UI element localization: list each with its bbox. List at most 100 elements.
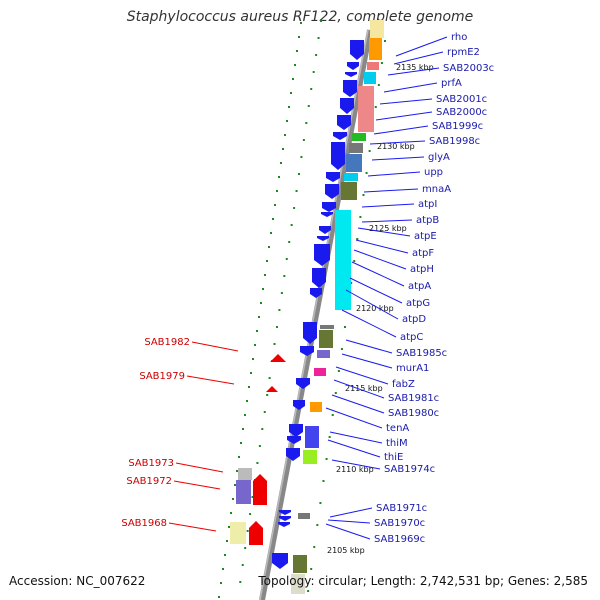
cog-bar (352, 133, 366, 141)
gene-arrow (317, 236, 329, 241)
cog-bar (314, 368, 326, 376)
track-tick (353, 260, 356, 262)
cog-bar (320, 325, 334, 329)
track-tick (300, 22, 302, 24)
gene-arrow (272, 553, 288, 569)
label-leader-line (327, 439, 381, 458)
gene-label-atpb: atpB (416, 215, 439, 226)
track-tick (258, 445, 261, 447)
scale-label: 2130 kbp (377, 142, 415, 151)
track-tick (266, 394, 269, 396)
label-leader-line (353, 249, 407, 270)
track-tick (234, 484, 236, 486)
gene-arrow (279, 510, 291, 515)
track-tick (302, 139, 305, 141)
track-tick (283, 275, 286, 277)
backbone-line (259, 29, 373, 600)
track-tick (280, 162, 282, 164)
track-tick (380, 62, 383, 64)
track-tick (278, 176, 280, 178)
label-leader-line (349, 277, 403, 304)
track-tick (334, 392, 337, 394)
label-leader-line (373, 125, 429, 135)
track-tick (300, 156, 303, 158)
track-tick (270, 232, 272, 234)
cog-bar (349, 143, 363, 153)
gene-label-thim: thiM (386, 438, 408, 449)
track-tick (282, 148, 284, 150)
track-tick (246, 400, 248, 402)
track-tick (256, 462, 259, 464)
gene-label-atpe: atpE (414, 231, 437, 242)
track-tick (256, 330, 258, 332)
label-leader-line (333, 379, 385, 399)
track-tick (365, 172, 368, 174)
label-leader-line (355, 239, 409, 254)
gene-label-sab1980c: SAB1980c (388, 408, 439, 419)
gene-label-tena: tenA (386, 423, 409, 434)
gene-arrow (331, 142, 345, 170)
track-tick (244, 547, 247, 549)
gene-arrow (337, 115, 351, 130)
label-leader-line (345, 289, 399, 320)
track-tick (340, 348, 343, 350)
label-leader-line (351, 261, 405, 287)
track-tick (317, 37, 320, 39)
track-tick (275, 326, 278, 328)
cog-bar (369, 38, 382, 60)
cog-bar (364, 72, 376, 84)
cog-bar (310, 402, 322, 412)
gene-arrow-forward (270, 354, 286, 362)
track-tick (218, 596, 220, 598)
label-leader-line (327, 519, 371, 524)
scale-label: 2125 kbp (369, 224, 407, 233)
track-tick (254, 344, 256, 346)
label-leader-line (329, 431, 383, 444)
gene-label-thie: thiE (384, 452, 403, 463)
gene-arrow (333, 132, 347, 140)
track-tick (268, 377, 271, 379)
gene-label-sab2003c: SAB2003c (443, 63, 494, 74)
track-tick (266, 260, 268, 262)
track-tick (297, 173, 300, 175)
gene-label-sab1969c: SAB1969c (374, 534, 425, 545)
track-tick (284, 134, 286, 136)
gene-arrow (343, 80, 357, 97)
scale-label: 2120 kbp (356, 304, 394, 313)
label-leader-line (361, 203, 415, 208)
gene-label-sab2000c: SAB2000c (436, 107, 487, 118)
scale-label: 2105 kbp (327, 546, 365, 555)
label-leader-line (383, 82, 438, 93)
label-leader-line (387, 67, 440, 76)
scale-label-group: 2135 kbp 2130 kbp 2125 kbp 2120 kbp 2115… (327, 63, 434, 555)
cog-bar (335, 210, 351, 310)
gene-arrow (279, 516, 291, 521)
track-tick (288, 106, 290, 108)
gene-arrow (296, 378, 310, 389)
label-leader-line (361, 219, 413, 223)
track-tick (331, 414, 334, 416)
track-tick (310, 568, 313, 570)
track-tick (250, 372, 252, 374)
track-tick (252, 358, 254, 360)
track-tick (280, 292, 283, 294)
left-gene-labels: SAB1982 SAB1979 SAB1973 SAB1972 SAB1968 (121, 337, 239, 532)
track-tick (286, 120, 288, 122)
gene-label-mura1: murA1 (396, 363, 429, 374)
gene-arrow (345, 72, 357, 77)
cog-bar (367, 62, 379, 70)
gene-arrow (347, 62, 359, 70)
label-leader-line (331, 459, 381, 470)
gene-arrow (319, 226, 331, 234)
track-tick (344, 326, 347, 328)
label-leader-line (395, 36, 448, 57)
gene-label-sab1999c: SAB1999c (432, 121, 483, 132)
outer-tick-track-right (307, 40, 386, 592)
cog-bar (317, 350, 330, 358)
cog-bar (298, 513, 310, 519)
track-tick (328, 436, 331, 438)
cog-box-forward (230, 522, 246, 544)
gene-label-atpa: atpA (408, 281, 431, 292)
track-tick (295, 190, 298, 192)
gene-label-sab1998c: SAB1998c (429, 136, 480, 147)
